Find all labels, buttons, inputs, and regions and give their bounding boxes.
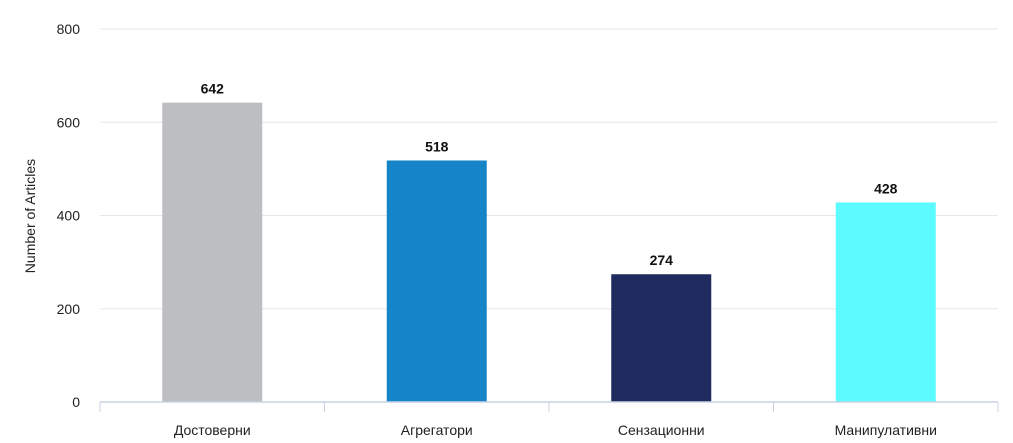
x-tick-label: Достоверни <box>174 422 251 438</box>
data-label: 274 <box>650 252 674 268</box>
x-tick-label: Манипулативни <box>835 422 937 438</box>
y-tick-label: 800 <box>57 21 81 37</box>
bar <box>835 202 936 402</box>
y-tick-label: 400 <box>57 208 81 224</box>
y-tick-label: 200 <box>57 301 81 317</box>
y-tick-label: 600 <box>57 114 81 130</box>
x-tick-label: Сензационни <box>618 422 705 438</box>
data-labels: 642 518 274 428 <box>201 81 898 269</box>
y-axis-title: Number of Articles <box>22 159 38 273</box>
data-label: 642 <box>201 81 225 97</box>
data-label: 428 <box>874 180 898 196</box>
x-axis: Достоверни Агрегатори Сензационни Манипулат… <box>99 401 999 438</box>
data-label: 518 <box>425 138 449 154</box>
bars <box>162 102 936 402</box>
y-tick-label: 0 <box>72 394 80 410</box>
bar <box>611 274 712 402</box>
bar <box>386 160 487 402</box>
x-tick-label: Агрегатори <box>401 422 473 438</box>
y-axis-ticks: 0 200 400 600 800 <box>57 21 81 410</box>
bar <box>162 102 263 402</box>
